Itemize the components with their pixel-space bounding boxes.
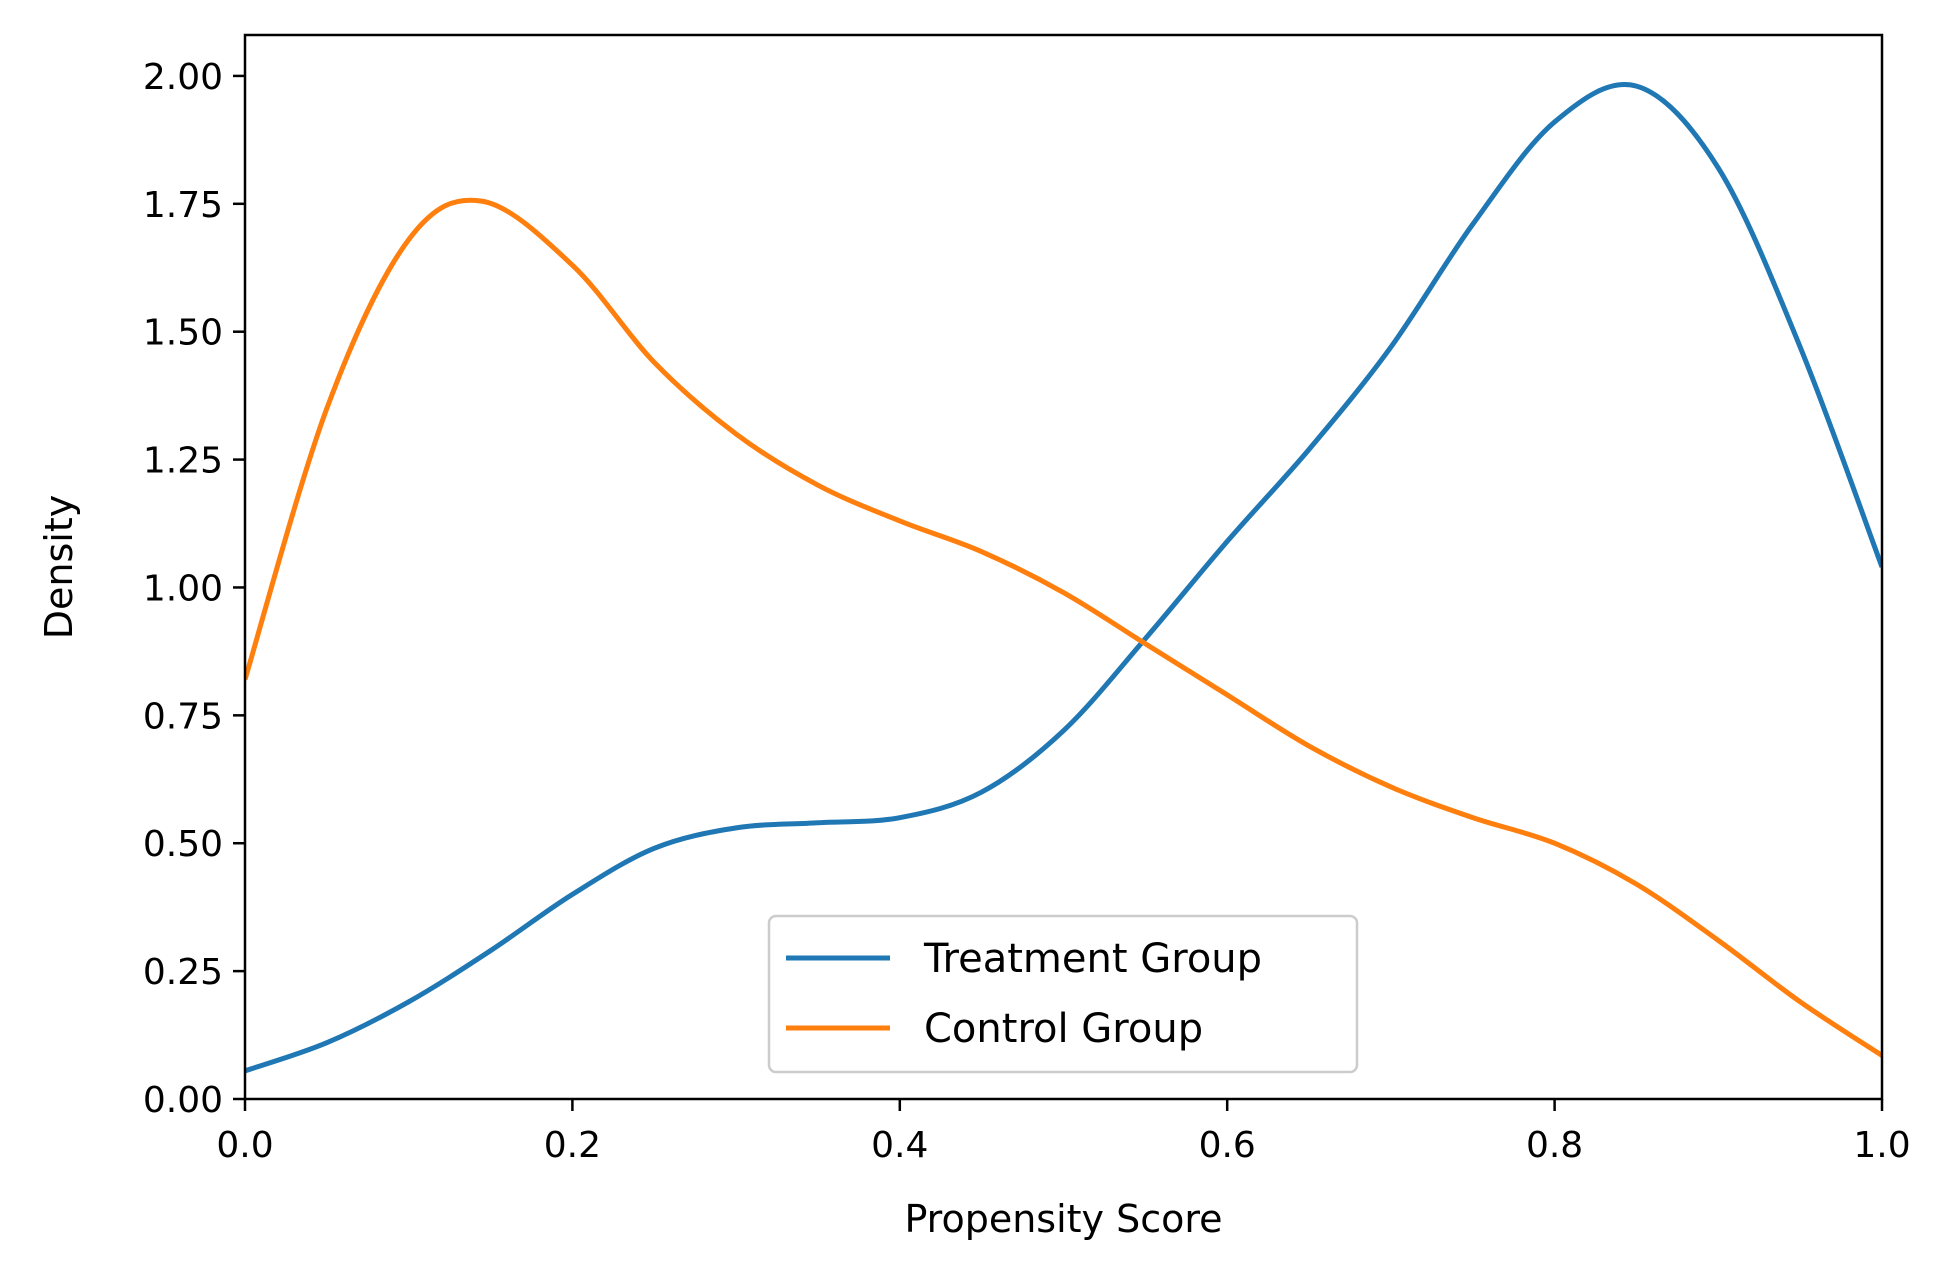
y-tick-label: 2.00 [143, 57, 223, 98]
legend-label-treatment: Treatment Group [923, 936, 1262, 982]
x-tick-label: 0.4 [871, 1125, 928, 1166]
y-tick-label: 1.25 [143, 441, 223, 482]
y-tick-label: 1.00 [143, 568, 223, 609]
legend-label-control: Control Group [924, 1006, 1203, 1052]
x-axis-label: Propensity Score [904, 1197, 1222, 1241]
x-tick-label: 0.0 [216, 1125, 273, 1166]
x-tick-label: 0.6 [1199, 1125, 1256, 1166]
x-tick-label: 0.2 [544, 1125, 601, 1166]
x-tick-label: 1.0 [1853, 1125, 1910, 1166]
legend-box [767, 914, 1359, 1074]
y-axis-label: Density [37, 495, 81, 639]
plot-frame [243, 33, 1884, 1101]
axis-ticks: 0.0 0.2 0.4 0.6 0.8 1.0 0.00 0.25 0.50 0.75 1.00 1.… [143, 57, 1911, 1166]
x-tick-label: 0.8 [1526, 1125, 1583, 1166]
series-line-control [245, 197, 1882, 1058]
y-tick-label: 0.00 [143, 1080, 223, 1121]
y-tick-label: 1.75 [143, 185, 223, 226]
y-tick-label: 1.50 [143, 313, 223, 354]
y-tick-label: 0.75 [143, 696, 223, 737]
series-line-treatment [245, 82, 1882, 1074]
series-layer [245, 82, 1882, 1074]
y-tick-label: 0.25 [143, 952, 223, 993]
y-tick-label: 0.50 [143, 824, 223, 865]
legend: Treatment Group Control Group [767, 914, 1359, 1074]
